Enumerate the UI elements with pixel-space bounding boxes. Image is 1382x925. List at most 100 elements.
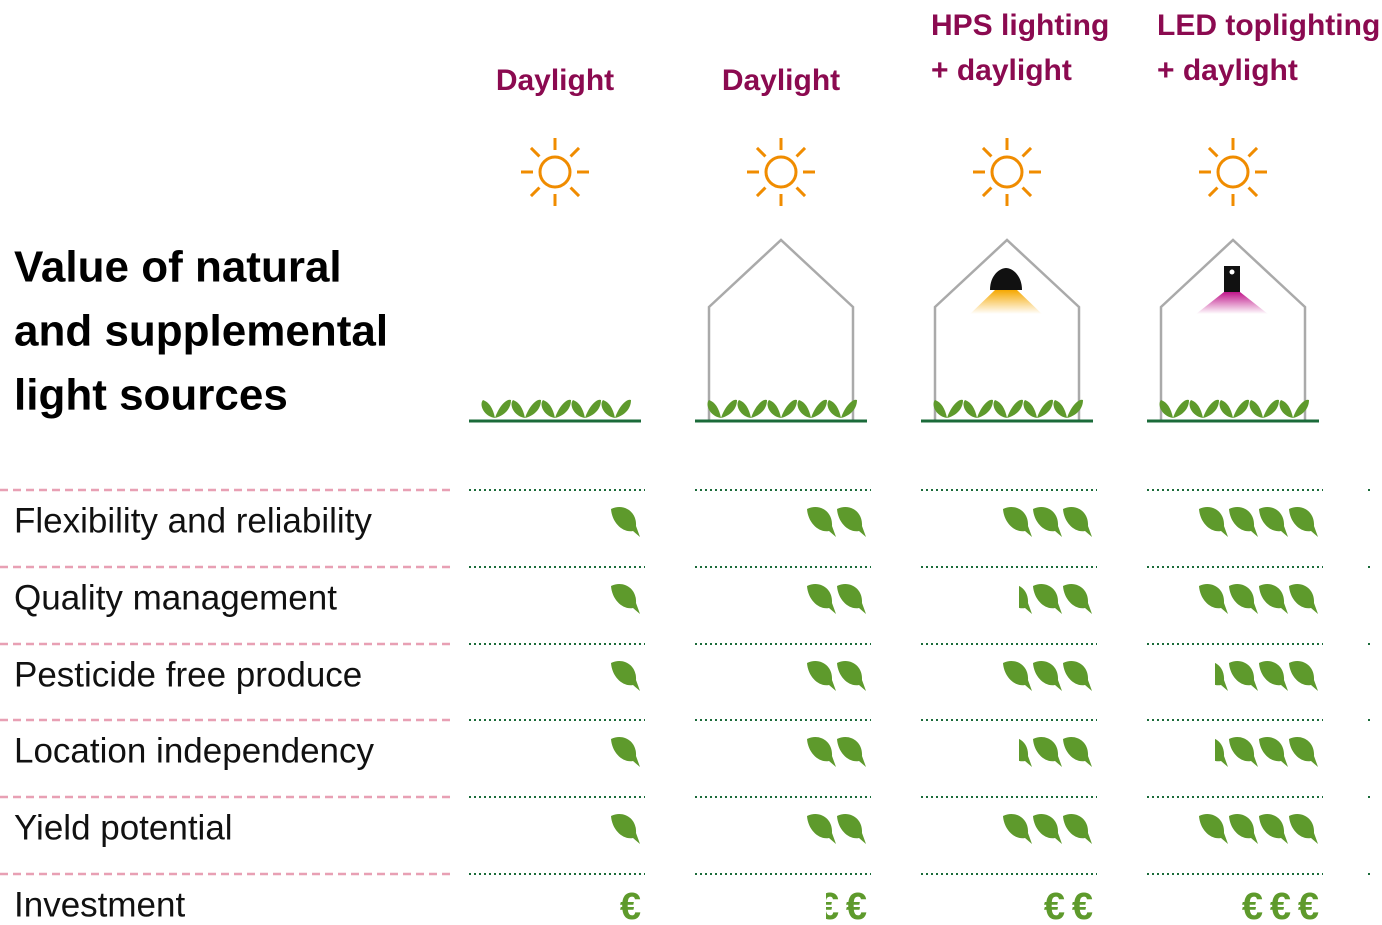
leaf [1003, 813, 1032, 844]
sun-ray [1207, 146, 1219, 158]
column-header: Daylight [496, 64, 614, 97]
plant [571, 399, 601, 418]
leaf [1229, 506, 1258, 537]
row-label: Flexibility and reliability [14, 501, 372, 540]
euro: € [620, 886, 641, 925]
leaf [611, 736, 640, 767]
leaf [1063, 583, 1092, 614]
euro: € [1298, 886, 1319, 925]
plant [993, 399, 1023, 418]
sun [990, 155, 1024, 189]
leaf [1259, 506, 1288, 537]
title: Value of natural [14, 243, 342, 292]
column-header: + daylight [931, 54, 1072, 87]
leaf [1003, 660, 1032, 691]
leaf [611, 583, 640, 614]
leaf [837, 736, 866, 767]
hps-lamp [970, 268, 1042, 314]
leaf [1033, 506, 1062, 537]
plant [827, 399, 857, 418]
leaf [807, 736, 836, 767]
leaf [1215, 662, 1228, 691]
sun [764, 155, 798, 189]
leaf [1229, 583, 1258, 614]
leaf [1019, 585, 1032, 614]
column-header: HPS lighting [931, 9, 1109, 42]
leaf [1063, 660, 1092, 691]
row-label: Yield potential [14, 808, 233, 847]
plant [1023, 399, 1053, 418]
leaf [1289, 660, 1318, 691]
plant [511, 399, 541, 418]
sun-ray [529, 146, 541, 158]
euro: € [846, 886, 867, 925]
greenhouse [707, 238, 855, 420]
leaf [837, 660, 866, 691]
plant [1219, 399, 1249, 418]
plant [963, 399, 993, 418]
sun-ray [1247, 146, 1259, 158]
euro: € [1072, 886, 1093, 925]
leaf [837, 583, 866, 614]
leaf [807, 506, 836, 537]
leaf [1289, 736, 1318, 767]
leaf [1229, 660, 1258, 691]
plant [1189, 399, 1219, 418]
plant [541, 399, 571, 418]
leaf [1199, 506, 1228, 537]
leaf [837, 506, 866, 537]
sun-ray [755, 186, 767, 198]
leaf [1289, 813, 1318, 844]
plant [737, 399, 767, 418]
leaf [1019, 738, 1032, 767]
euro: € [818, 886, 839, 925]
plant [1053, 399, 1083, 418]
greenhouse [933, 238, 1081, 420]
leaf [807, 660, 836, 691]
leaf [1229, 813, 1258, 844]
leaf [1289, 583, 1318, 614]
leaf [1063, 736, 1092, 767]
plant [1249, 399, 1279, 418]
leaf [1033, 660, 1062, 691]
sun-ray [569, 146, 581, 158]
plant [1159, 399, 1189, 418]
euro: € [1270, 886, 1291, 925]
leaf [1259, 813, 1288, 844]
row-label: Quality management [14, 578, 337, 617]
title: and supplemental [14, 307, 388, 356]
leaf [1259, 736, 1288, 767]
plant [797, 399, 827, 418]
sun-ray [981, 146, 993, 158]
leaf [807, 813, 836, 844]
leaf [1215, 738, 1228, 767]
sun-ray [529, 186, 541, 198]
plant [481, 399, 511, 418]
sun-ray [1021, 186, 1033, 198]
row-label: Investment [14, 885, 185, 924]
leaf [1259, 583, 1288, 614]
plant [1279, 399, 1309, 418]
column-header: Daylight [722, 64, 840, 97]
leaf [807, 583, 836, 614]
column-header: LED toplighting [1157, 9, 1380, 42]
sun-ray [755, 146, 767, 158]
euro: € [1044, 886, 1065, 925]
led-lamp [1196, 266, 1268, 314]
leaf [1033, 583, 1062, 614]
leaf [611, 813, 640, 844]
title: light sources [14, 371, 288, 420]
sun-ray [1207, 186, 1219, 198]
plant [707, 399, 737, 418]
plant [767, 399, 797, 418]
sun-ray [1021, 146, 1033, 158]
column-header: + daylight [1157, 54, 1298, 87]
leaf [1199, 813, 1228, 844]
leaf [1199, 583, 1228, 614]
greenhouse [1159, 238, 1307, 420]
leaf [1033, 736, 1062, 767]
sun-ray [569, 186, 581, 198]
euro: € [1242, 886, 1263, 925]
leaf [837, 813, 866, 844]
